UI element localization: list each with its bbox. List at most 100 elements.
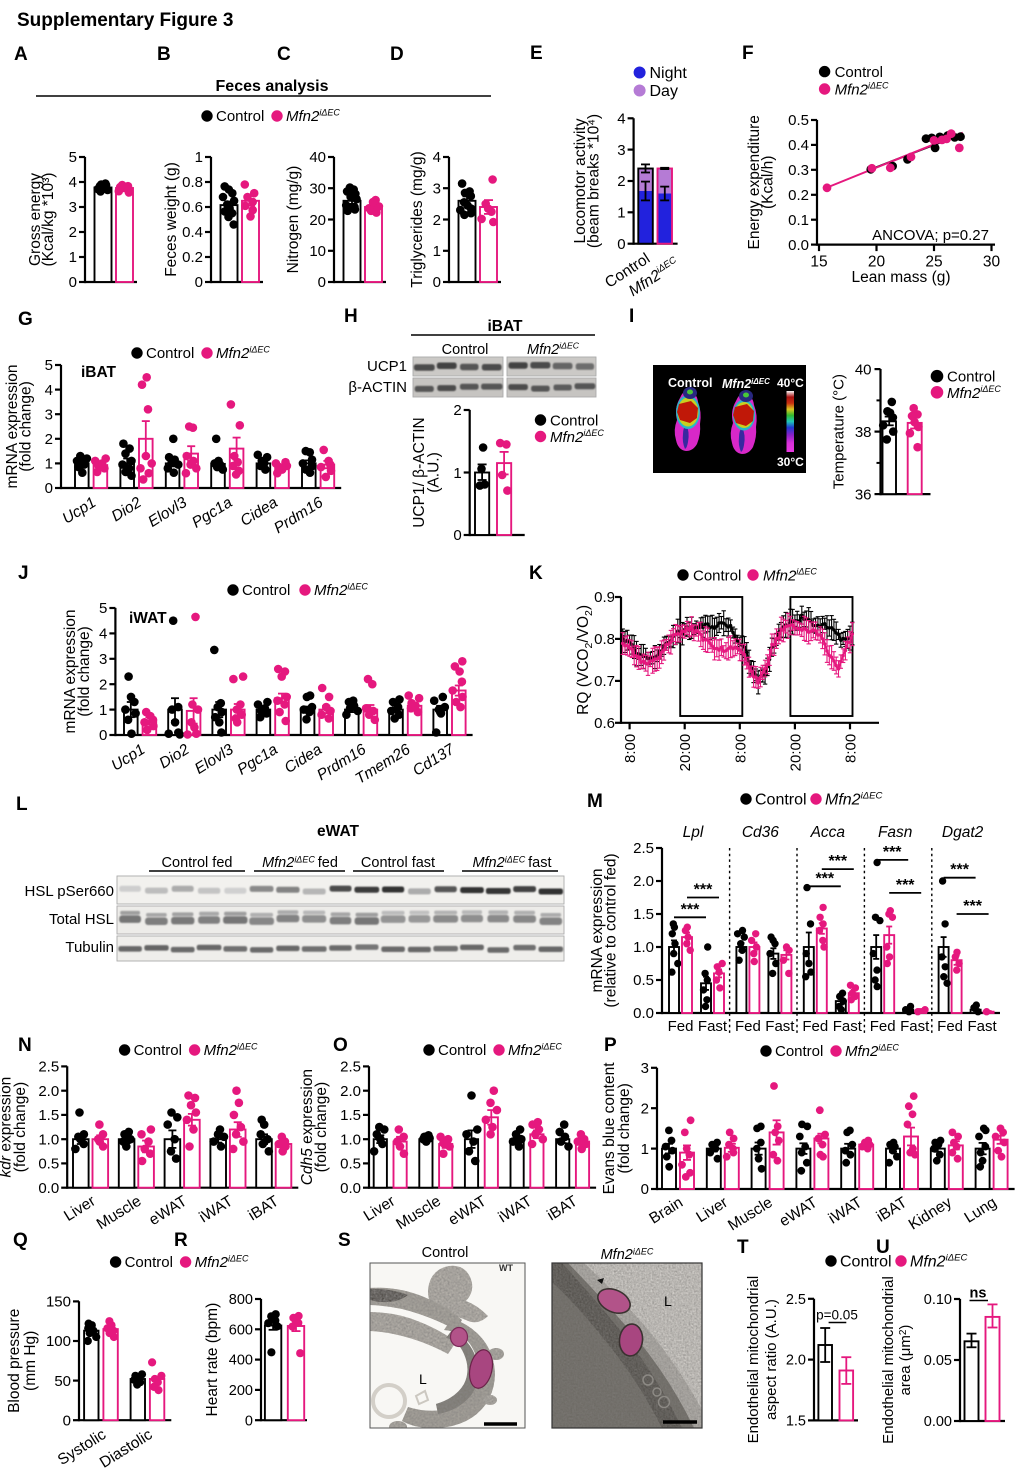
svg-text:B: B: [157, 44, 171, 65]
svg-text:(mm Hg): (mm Hg): [22, 1331, 39, 1391]
svg-text:20:00: 20:00: [787, 734, 804, 772]
svg-text:Total HSL: Total HSL: [49, 911, 114, 928]
svg-text:8:00: 8:00: [732, 734, 749, 763]
svg-text:600: 600: [229, 1322, 253, 1338]
svg-text:3: 3: [45, 406, 53, 423]
svg-text:(fold change): (fold change): [313, 1082, 330, 1172]
svg-text:ANCOVA; p=0.27: ANCOVA; p=0.27: [872, 227, 989, 244]
svg-text:1.5: 1.5: [38, 1107, 59, 1124]
svg-text:P: P: [604, 1035, 617, 1056]
svg-text:Day: Day: [650, 83, 678, 100]
svg-text:(beam breaks *10⁴): (beam breaks *10⁴): [586, 114, 603, 248]
svg-text:38: 38: [855, 424, 872, 441]
svg-text:Lpl: Lpl: [683, 824, 704, 841]
svg-text:1: 1: [617, 205, 625, 222]
svg-text:50: 50: [54, 1373, 71, 1390]
svg-text:Control: Control: [442, 342, 489, 358]
svg-text:0.0: 0.0: [633, 1005, 654, 1022]
svg-text:U: U: [876, 1237, 890, 1258]
svg-text:0.5: 0.5: [633, 972, 654, 989]
svg-text:2: 2: [45, 431, 53, 448]
svg-text:0.4: 0.4: [182, 224, 203, 241]
svg-text:Gross energy: Gross energy: [27, 173, 44, 266]
svg-text:Control: Control: [775, 1043, 823, 1060]
svg-text:Control: Control: [835, 64, 883, 81]
svg-text:I: I: [629, 306, 634, 327]
svg-text:1.5: 1.5: [340, 1107, 361, 1124]
svg-text:(A.U.): (A.U.): [426, 452, 443, 492]
svg-text:1: 1: [99, 702, 107, 719]
svg-text:20:00: 20:00: [677, 734, 694, 772]
svg-text:L: L: [419, 1371, 427, 1387]
svg-text:0.5: 0.5: [38, 1156, 59, 1173]
svg-text:0.9: 0.9: [594, 589, 615, 606]
svg-text:2: 2: [617, 173, 625, 190]
svg-text:O: O: [333, 1035, 348, 1056]
svg-text:Q: Q: [13, 1230, 28, 1251]
svg-text:N: N: [18, 1035, 32, 1056]
svg-text:K: K: [529, 563, 543, 584]
svg-text:Fed: Fed: [668, 1018, 694, 1035]
svg-text:0.0: 0.0: [788, 237, 809, 254]
svg-text:Mfn2iΔEC fast: Mfn2iΔEC fast: [472, 855, 551, 872]
svg-text:2: 2: [453, 402, 461, 419]
svg-text:0.7: 0.7: [594, 673, 615, 690]
svg-text:0: 0: [99, 727, 107, 744]
svg-text:D: D: [390, 44, 404, 65]
svg-text:J: J: [18, 563, 29, 584]
svg-text:0.2: 0.2: [788, 187, 809, 204]
svg-text:2.0: 2.0: [340, 1083, 361, 1100]
svg-text:ns: ns: [970, 1286, 987, 1302]
svg-text:2.5: 2.5: [633, 840, 654, 857]
svg-text:3: 3: [617, 142, 625, 159]
svg-text:(fold change): (fold change): [18, 381, 35, 471]
svg-text:3: 3: [69, 199, 77, 216]
svg-text:30: 30: [983, 254, 1001, 271]
svg-text:iBAT: iBAT: [487, 318, 523, 335]
svg-text:mRNA expression: mRNA expression: [62, 609, 79, 733]
svg-text:Control: Control: [947, 369, 995, 386]
svg-text:HSL pSer660: HSL pSer660: [24, 883, 114, 900]
svg-text:kdr expression: kdr expression: [0, 1077, 15, 1178]
svg-text:40°C: 40°C: [777, 376, 804, 390]
svg-text:Acca: Acca: [810, 824, 846, 841]
svg-text:0.4: 0.4: [788, 137, 809, 154]
svg-text:***: ***: [681, 901, 700, 918]
svg-text:10: 10: [309, 243, 326, 260]
svg-text:area (μm2): area (μm2): [897, 1325, 914, 1396]
svg-text:0: 0: [69, 274, 77, 291]
svg-text:8:00: 8:00: [843, 734, 860, 763]
svg-text:0.6: 0.6: [182, 199, 203, 216]
svg-text:***: ***: [896, 877, 915, 894]
svg-text:Control: Control: [146, 345, 194, 362]
svg-text:0: 0: [63, 1413, 71, 1430]
svg-text:0.3: 0.3: [788, 162, 809, 179]
svg-text:1: 1: [453, 465, 461, 482]
svg-text:0: 0: [453, 527, 461, 544]
svg-text:A: A: [14, 44, 28, 65]
svg-text:Evans blue content: Evans blue content: [601, 1062, 618, 1195]
svg-text:2.5: 2.5: [340, 1059, 361, 1076]
svg-text:(Kcal/kg *10³): (Kcal/kg *10³): [40, 173, 57, 267]
svg-text:(fold change): (fold change): [12, 1082, 29, 1172]
svg-text:0.0: 0.0: [38, 1180, 59, 1197]
svg-text:Nitrogen (mg/g): Nitrogen (mg/g): [285, 166, 302, 274]
svg-text:4: 4: [99, 626, 107, 643]
svg-text:0.5: 0.5: [788, 112, 809, 129]
svg-text:***: ***: [694, 882, 713, 899]
svg-text:T: T: [737, 1237, 749, 1258]
svg-text:100: 100: [46, 1333, 71, 1350]
svg-text:0.1: 0.1: [788, 212, 809, 229]
svg-text:Fed: Fed: [870, 1018, 896, 1035]
svg-text:0: 0: [195, 274, 203, 291]
svg-text:Cd36: Cd36: [742, 824, 779, 841]
svg-text:Control: Control: [422, 1245, 469, 1261]
svg-text:Supplementary Figure 3: Supplementary Figure 3: [17, 10, 233, 31]
svg-text:(fold change): (fold change): [616, 1083, 633, 1173]
svg-text:iBAT: iBAT: [81, 364, 117, 381]
svg-text:Fast: Fast: [698, 1018, 728, 1035]
svg-text:1.5: 1.5: [786, 1414, 806, 1430]
svg-text:RQ (VCO2/VO2): RQ (VCO2/VO2): [575, 605, 595, 715]
svg-text:Control: Control: [216, 108, 264, 125]
svg-text:Mfn2iΔEC fed: Mfn2iΔEC fed: [262, 855, 338, 872]
